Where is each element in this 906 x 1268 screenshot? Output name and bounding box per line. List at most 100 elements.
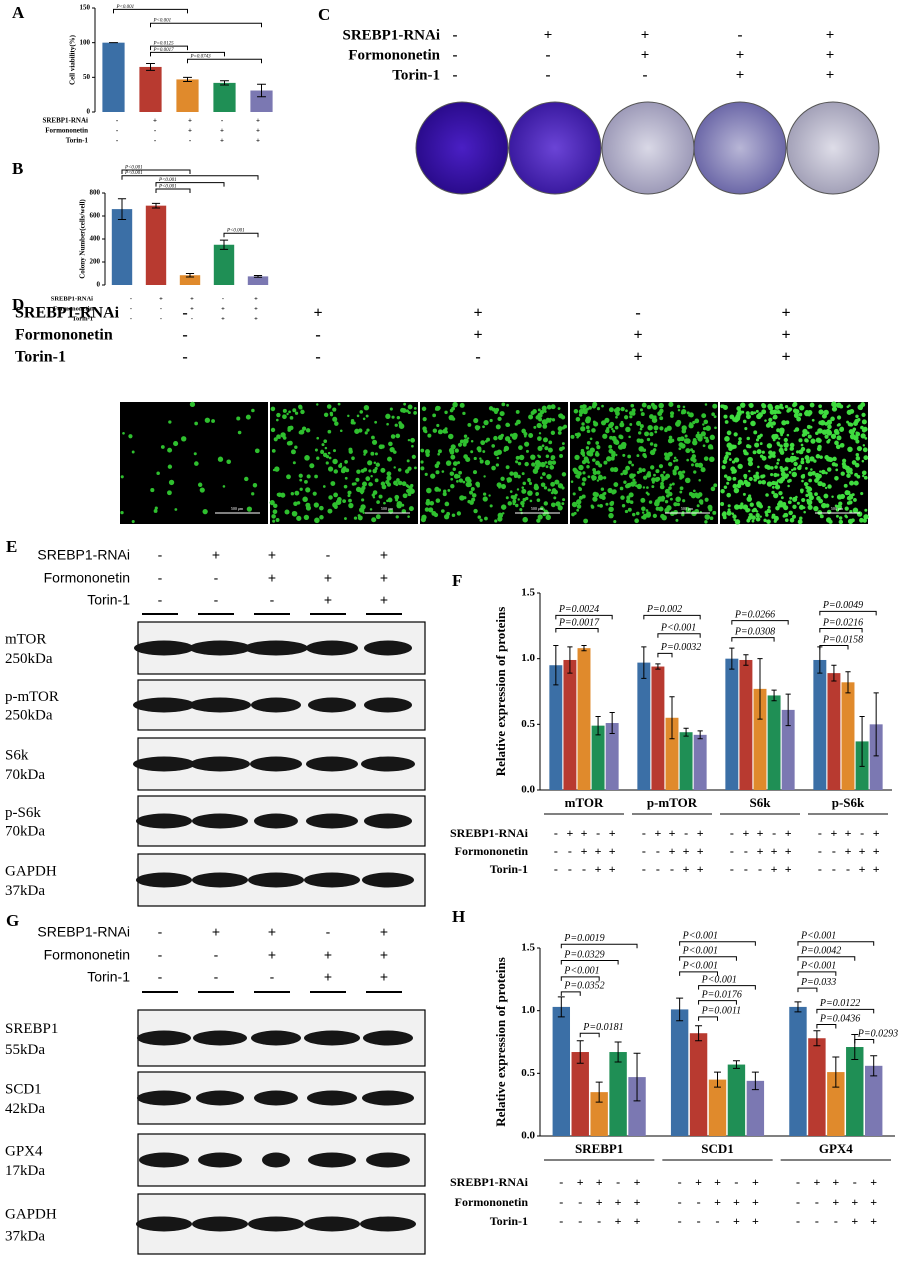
cell	[856, 474, 861, 479]
treatment-sign: +	[873, 826, 880, 840]
blot-band	[136, 1216, 192, 1232]
cell	[678, 442, 684, 448]
cell	[557, 430, 562, 435]
cell	[449, 449, 455, 455]
cell	[156, 471, 160, 476]
treatment-label: Torin-1	[72, 315, 93, 322]
cell	[702, 423, 705, 426]
cell	[524, 441, 530, 447]
cell	[286, 412, 289, 416]
treatment-sign: -	[818, 826, 822, 840]
cell	[696, 431, 700, 434]
fluorescence-image	[270, 402, 418, 524]
cell	[700, 431, 706, 437]
cell	[314, 474, 318, 479]
cell	[835, 431, 840, 435]
cell	[668, 461, 673, 467]
blot-size: 42kDa	[5, 1101, 45, 1117]
cell	[374, 478, 379, 483]
error-bar	[567, 646, 573, 674]
cell	[701, 413, 707, 419]
cell	[631, 408, 636, 413]
cell	[753, 430, 758, 435]
p-value: P=0.0181	[582, 1022, 623, 1033]
cell	[545, 454, 550, 458]
error-bar	[859, 715, 865, 767]
cell	[465, 481, 471, 488]
cell	[793, 467, 797, 471]
cell	[675, 496, 681, 503]
cell	[294, 445, 298, 449]
cell	[752, 450, 757, 455]
cell	[694, 462, 700, 468]
blot-protein: SREBP1	[5, 1021, 58, 1037]
bar	[827, 1072, 845, 1136]
treatment-sign: +	[324, 947, 332, 963]
cell	[522, 516, 528, 523]
treatment-sign: +	[873, 844, 880, 858]
cell	[309, 463, 315, 469]
treatment-sign: -	[546, 47, 551, 63]
treatment-sign: -	[670, 862, 674, 876]
cell	[288, 410, 291, 414]
cell	[374, 420, 378, 424]
bar	[139, 66, 162, 112]
treatment-sign: +	[254, 295, 258, 302]
cell	[726, 430, 732, 436]
p-value: P=0.0293	[857, 1028, 898, 1039]
cell	[722, 405, 728, 411]
cell	[541, 419, 548, 425]
cell	[150, 488, 155, 493]
cell	[452, 404, 456, 408]
cell	[745, 414, 751, 420]
cell	[269, 500, 275, 506]
blot-band	[306, 640, 358, 656]
significance-bracket	[121, 175, 259, 180]
cell	[501, 402, 506, 407]
cell	[664, 455, 670, 461]
blot-band	[251, 697, 301, 713]
cell	[424, 430, 428, 434]
bar	[552, 1006, 571, 1136]
cell	[712, 403, 718, 409]
cell	[755, 409, 759, 413]
cell	[647, 424, 653, 431]
cell	[542, 424, 548, 429]
cell	[804, 455, 810, 460]
treatment-sign: +	[781, 327, 790, 344]
cell	[424, 507, 430, 512]
cell	[744, 427, 748, 431]
cell	[761, 403, 767, 409]
cell	[411, 444, 414, 448]
cell	[609, 501, 614, 507]
cell	[545, 465, 549, 469]
cell	[703, 419, 709, 425]
cell	[784, 404, 789, 409]
cell	[316, 456, 320, 460]
cell	[837, 423, 841, 427]
cell	[362, 417, 366, 421]
p-value: P=0.0352	[563, 981, 604, 992]
treatment-sign: +	[714, 1175, 721, 1189]
cell	[594, 492, 599, 498]
cell	[755, 513, 760, 518]
cell	[394, 494, 400, 500]
cell	[742, 419, 747, 424]
cell	[660, 495, 666, 501]
cells	[120, 401, 260, 524]
cell	[397, 468, 402, 472]
cell	[813, 505, 819, 512]
cell	[528, 414, 534, 420]
cell	[375, 462, 380, 467]
blot-band	[137, 1030, 191, 1046]
cell	[576, 435, 579, 439]
cell	[413, 407, 417, 410]
cell	[289, 415, 294, 420]
cell	[761, 479, 767, 485]
bar	[679, 732, 693, 790]
cell	[578, 413, 583, 417]
cell	[710, 486, 716, 492]
cell	[855, 456, 861, 461]
cell	[507, 480, 510, 483]
treatment-sign: +	[380, 924, 388, 940]
